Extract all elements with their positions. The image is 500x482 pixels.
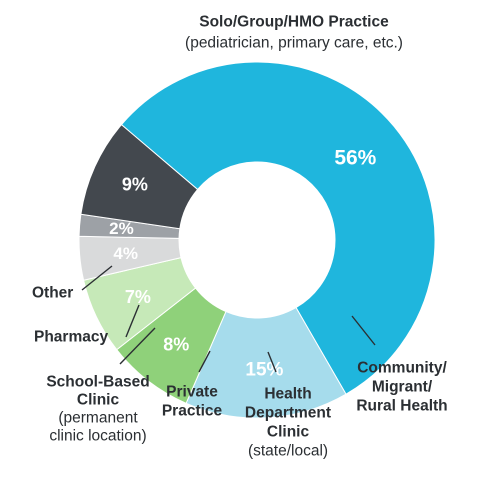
value-label-health: 8% (163, 334, 189, 354)
value-label-school: 4% (113, 244, 138, 263)
category-sublabel-school: (permanent (58, 410, 138, 427)
slice-solo (120, 61, 436, 395)
leader-line-other (81, 265, 113, 291)
category-label-other: Other (32, 285, 73, 302)
value-label-private: 7% (125, 287, 151, 307)
leader-line-community (351, 315, 376, 346)
category-label-community: Migrant/ (372, 379, 433, 396)
value-label-community: 15% (245, 359, 283, 380)
category-label-private: Private (166, 384, 218, 401)
category-label-health: Clinic (267, 424, 310, 441)
category-label-school: Clinic (77, 392, 120, 409)
category-label-health: Department (245, 405, 331, 422)
category-sublabel-solo: (pediatrician, primary care, etc.) (185, 35, 403, 52)
category-label-private: Practice (162, 403, 223, 420)
leader-line-school (119, 327, 156, 365)
slice-other (80, 123, 199, 230)
value-label-other: 9% (122, 175, 148, 195)
category-sublabel-health: (state/local) (248, 443, 328, 460)
leader-lines (81, 265, 376, 373)
leader-line-private (198, 350, 211, 373)
category-label-solo: Solo/Group/HMO Practice (199, 14, 389, 31)
category-label-pharmacy: Pharmacy (34, 329, 108, 346)
value-label-pharmacy: 2% (109, 219, 134, 238)
category-sublabel-school: clinic location) (49, 428, 146, 445)
category-label-community: Rural Health (356, 398, 447, 415)
slice-community (185, 306, 347, 419)
category-label-community: Community/ (357, 360, 447, 377)
leader-line-health (267, 351, 277, 373)
category-label-health: Health (264, 386, 311, 403)
leader-line-pharmacy (125, 304, 140, 338)
value-label-solo: 56% (334, 147, 376, 170)
slice-value-labels: 56% 15% 8% 7% 4% 2% 9% (109, 147, 377, 381)
category-labels: Solo/Group/HMO Practice (pediatrician, pr… (32, 14, 448, 460)
category-label-school: School-Based (46, 374, 149, 391)
donut-slices (78, 61, 436, 419)
